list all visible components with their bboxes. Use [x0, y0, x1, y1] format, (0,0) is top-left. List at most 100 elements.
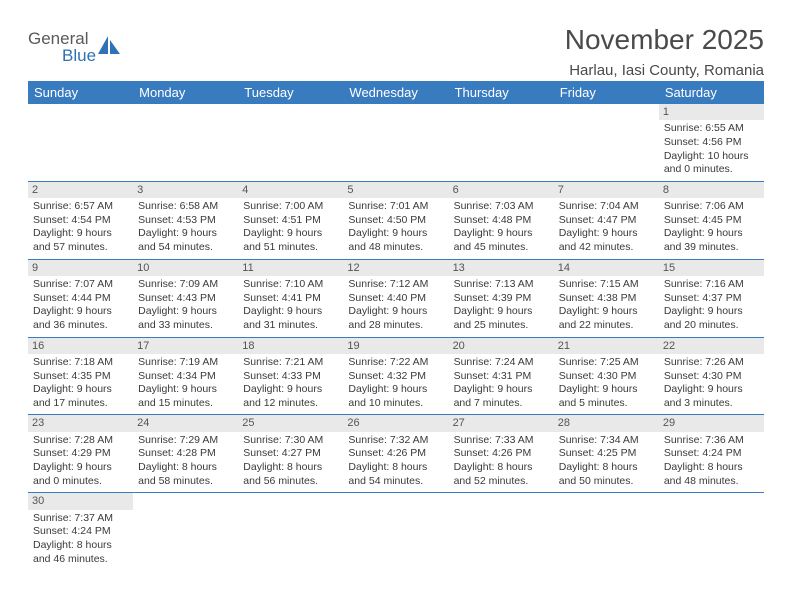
day-details: Sunrise: 7:18 AMSunset: 4:35 PMDaylight:… — [32, 356, 129, 411]
day-details: Sunrise: 7:24 AMSunset: 4:31 PMDaylight:… — [453, 356, 550, 411]
calendar-header-row: SundayMondayTuesdayWednesdayThursdayFrid… — [28, 81, 764, 104]
calendar-empty-cell — [28, 104, 133, 181]
day-details: Sunrise: 7:09 AMSunset: 4:43 PMDaylight:… — [137, 278, 234, 333]
calendar-day-cell: 29 Sunrise: 7:36 AMSunset: 4:24 PMDayligh… — [659, 415, 764, 493]
calendar-week-row: 16 Sunrise: 7:18 AMSunset: 4:35 PMDayligh… — [28, 337, 764, 415]
day-details: Sunrise: 7:36 AMSunset: 4:24 PMDaylight:… — [663, 434, 760, 489]
calendar-empty-cell — [238, 104, 343, 181]
calendar-week-row: 9Sunrise: 7:07 AMSunset: 4:44 PMDaylight… — [28, 259, 764, 337]
day-details: Sunrise: 6:57 AMSunset: 4:54 PMDaylight:… — [32, 200, 129, 255]
calendar-day-cell: 5 Sunrise: 7:01 AMSunset: 4:50 PMDaylight… — [343, 181, 448, 259]
calendar-empty-cell — [343, 493, 448, 570]
day-details: Sunrise: 7:34 AMSunset: 4:25 PMDaylight:… — [558, 434, 655, 489]
calendar-column-header: Sunday — [28, 81, 133, 104]
sail-icon — [96, 34, 122, 61]
day-details: Sunrise: 7:00 AMSunset: 4:51 PMDaylight:… — [242, 200, 339, 255]
calendar-day-cell: 27 Sunrise: 7:33 AMSunset: 4:26 PMDayligh… — [449, 415, 554, 493]
day-details: Sunrise: 7:22 AMSunset: 4:32 PMDaylight:… — [347, 356, 444, 411]
calendar-day-cell: 12 Sunrise: 7:12 AMSunset: 4:40 PMDayligh… — [343, 259, 448, 337]
calendar-day-cell: 19Sunrise: 7:22 AMSunset: 4:32 PMDayligh… — [343, 337, 448, 415]
location: Harlau, Iasi County, Romania — [565, 62, 764, 79]
calendar-week-row: 2Sunrise: 6:57 AMSunset: 4:54 PMDaylight… — [28, 181, 764, 259]
calendar-day-cell: 6 Sunrise: 7:03 AMSunset: 4:48 PMDaylight… — [449, 181, 554, 259]
day-number: 18 — [238, 338, 343, 354]
logo: General Blue — [28, 30, 122, 64]
day-details: Sunrise: 7:13 AMSunset: 4:39 PMDaylight:… — [453, 278, 550, 333]
day-number: 8 — [659, 182, 764, 198]
day-number: 10 — [133, 260, 238, 276]
calendar-day-cell: 17Sunrise: 7:19 AMSunset: 4:34 PMDayligh… — [133, 337, 238, 415]
calendar-empty-cell — [133, 104, 238, 181]
calendar-empty-cell — [659, 493, 764, 570]
calendar-day-cell: 2Sunrise: 6:57 AMSunset: 4:54 PMDaylight… — [28, 181, 133, 259]
calendar-day-cell: 26Sunrise: 7:32 AMSunset: 4:26 PMDayligh… — [343, 415, 448, 493]
day-details: Sunrise: 7:37 AMSunset: 4:24 PMDaylight:… — [32, 512, 129, 567]
calendar-day-cell: 25Sunrise: 7:30 AMSunset: 4:27 PMDayligh… — [238, 415, 343, 493]
calendar-day-cell: 10 Sunrise: 7:09 AMSunset: 4:43 PMDayligh… — [133, 259, 238, 337]
day-details: Sunrise: 7:33 AMSunset: 4:26 PMDaylight:… — [453, 434, 550, 489]
calendar-empty-cell — [449, 493, 554, 570]
day-number: 29 — [659, 415, 764, 431]
day-number: 27 — [449, 415, 554, 431]
day-details: Sunrise: 7:19 AMSunset: 4:34 PMDaylight:… — [137, 356, 234, 411]
calendar-day-cell: 16 Sunrise: 7:18 AMSunset: 4:35 PMDayligh… — [28, 337, 133, 415]
day-details: Sunrise: 6:58 AMSunset: 4:53 PMDaylight:… — [137, 200, 234, 255]
calendar-day-cell: 14 Sunrise: 7:15 AMSunset: 4:38 PMDayligh… — [554, 259, 659, 337]
day-details: Sunrise: 7:21 AMSunset: 4:33 PMDaylight:… — [242, 356, 339, 411]
day-details: Sunrise: 7:29 AMSunset: 4:28 PMDaylight:… — [137, 434, 234, 489]
day-details: Sunrise: 7:03 AMSunset: 4:48 PMDaylight:… — [453, 200, 550, 255]
calendar-column-header: Wednesday — [343, 81, 448, 104]
day-number: 20 — [449, 338, 554, 354]
calendar-column-header: Tuesday — [238, 81, 343, 104]
day-details: Sunrise: 7:01 AMSunset: 4:50 PMDaylight:… — [347, 200, 444, 255]
calendar-empty-cell — [343, 104, 448, 181]
calendar-day-cell: 24 Sunrise: 7:29 AMSunset: 4:28 PMDayligh… — [133, 415, 238, 493]
calendar-empty-cell — [554, 104, 659, 181]
day-number: 7 — [554, 182, 659, 198]
day-details: Sunrise: 7:07 AMSunset: 4:44 PMDaylight:… — [32, 278, 129, 333]
day-number: 4 — [238, 182, 343, 198]
day-number: 5 — [343, 182, 448, 198]
page-title: November 2025 — [565, 24, 764, 56]
calendar-day-cell: 28 Sunrise: 7:34 AMSunset: 4:25 PMDayligh… — [554, 415, 659, 493]
day-details: Sunrise: 7:30 AMSunset: 4:27 PMDaylight:… — [242, 434, 339, 489]
calendar-day-cell: 20 Sunrise: 7:24 AMSunset: 4:31 PMDayligh… — [449, 337, 554, 415]
day-details: Sunrise: 7:10 AMSunset: 4:41 PMDaylight:… — [242, 278, 339, 333]
calendar-day-cell: 3 Sunrise: 6:58 AMSunset: 4:53 PMDaylight… — [133, 181, 238, 259]
day-details: Sunrise: 7:12 AMSunset: 4:40 PMDaylight:… — [347, 278, 444, 333]
calendar-week-row: 23 Sunrise: 7:28 AMSunset: 4:29 PMDayligh… — [28, 415, 764, 493]
calendar-week-row: 30 Sunrise: 7:37 AMSunset: 4:24 PMDayligh… — [28, 493, 764, 570]
calendar-empty-cell — [133, 493, 238, 570]
day-number: 23 — [28, 415, 133, 431]
day-details: Sunrise: 7:28 AMSunset: 4:29 PMDaylight:… — [32, 434, 129, 489]
calendar-day-cell: 1Sunrise: 6:55 AMSunset: 4:56 PMDaylight… — [659, 104, 764, 181]
day-number: 16 — [28, 338, 133, 354]
day-number: 12 — [343, 260, 448, 276]
day-number: 6 — [449, 182, 554, 198]
day-number: 30 — [28, 493, 133, 509]
day-details: Sunrise: 7:26 AMSunset: 4:30 PMDaylight:… — [663, 356, 760, 411]
day-number: 13 — [449, 260, 554, 276]
calendar-day-cell: 7 Sunrise: 7:04 AMSunset: 4:47 PMDaylight… — [554, 181, 659, 259]
calendar-day-cell: 9Sunrise: 7:07 AMSunset: 4:44 PMDaylight… — [28, 259, 133, 337]
calendar-day-cell: 21Sunrise: 7:25 AMSunset: 4:30 PMDayligh… — [554, 337, 659, 415]
day-details: Sunrise: 7:15 AMSunset: 4:38 PMDaylight:… — [558, 278, 655, 333]
calendar-column-header: Saturday — [659, 81, 764, 104]
day-number: 24 — [133, 415, 238, 431]
title-block: November 2025 Harlau, Iasi County, Roman… — [565, 24, 764, 79]
day-number: 3 — [133, 182, 238, 198]
calendar-day-cell: 8Sunrise: 7:06 AMSunset: 4:45 PMDaylight… — [659, 181, 764, 259]
day-number: 22 — [659, 338, 764, 354]
calendar-column-header: Thursday — [449, 81, 554, 104]
calendar-week-row: 1Sunrise: 6:55 AMSunset: 4:56 PMDaylight… — [28, 104, 764, 181]
calendar-day-cell: 11Sunrise: 7:10 AMSunset: 4:41 PMDayligh… — [238, 259, 343, 337]
day-details: Sunrise: 7:04 AMSunset: 4:47 PMDaylight:… — [558, 200, 655, 255]
day-number: 28 — [554, 415, 659, 431]
day-number: 14 — [554, 260, 659, 276]
calendar-day-cell: 22 Sunrise: 7:26 AMSunset: 4:30 PMDayligh… — [659, 337, 764, 415]
calendar-empty-cell — [238, 493, 343, 570]
calendar-empty-cell — [449, 104, 554, 181]
day-number: 26 — [343, 415, 448, 431]
calendar-body: 1Sunrise: 6:55 AMSunset: 4:56 PMDaylight… — [28, 104, 764, 570]
day-number: 1 — [659, 104, 764, 120]
